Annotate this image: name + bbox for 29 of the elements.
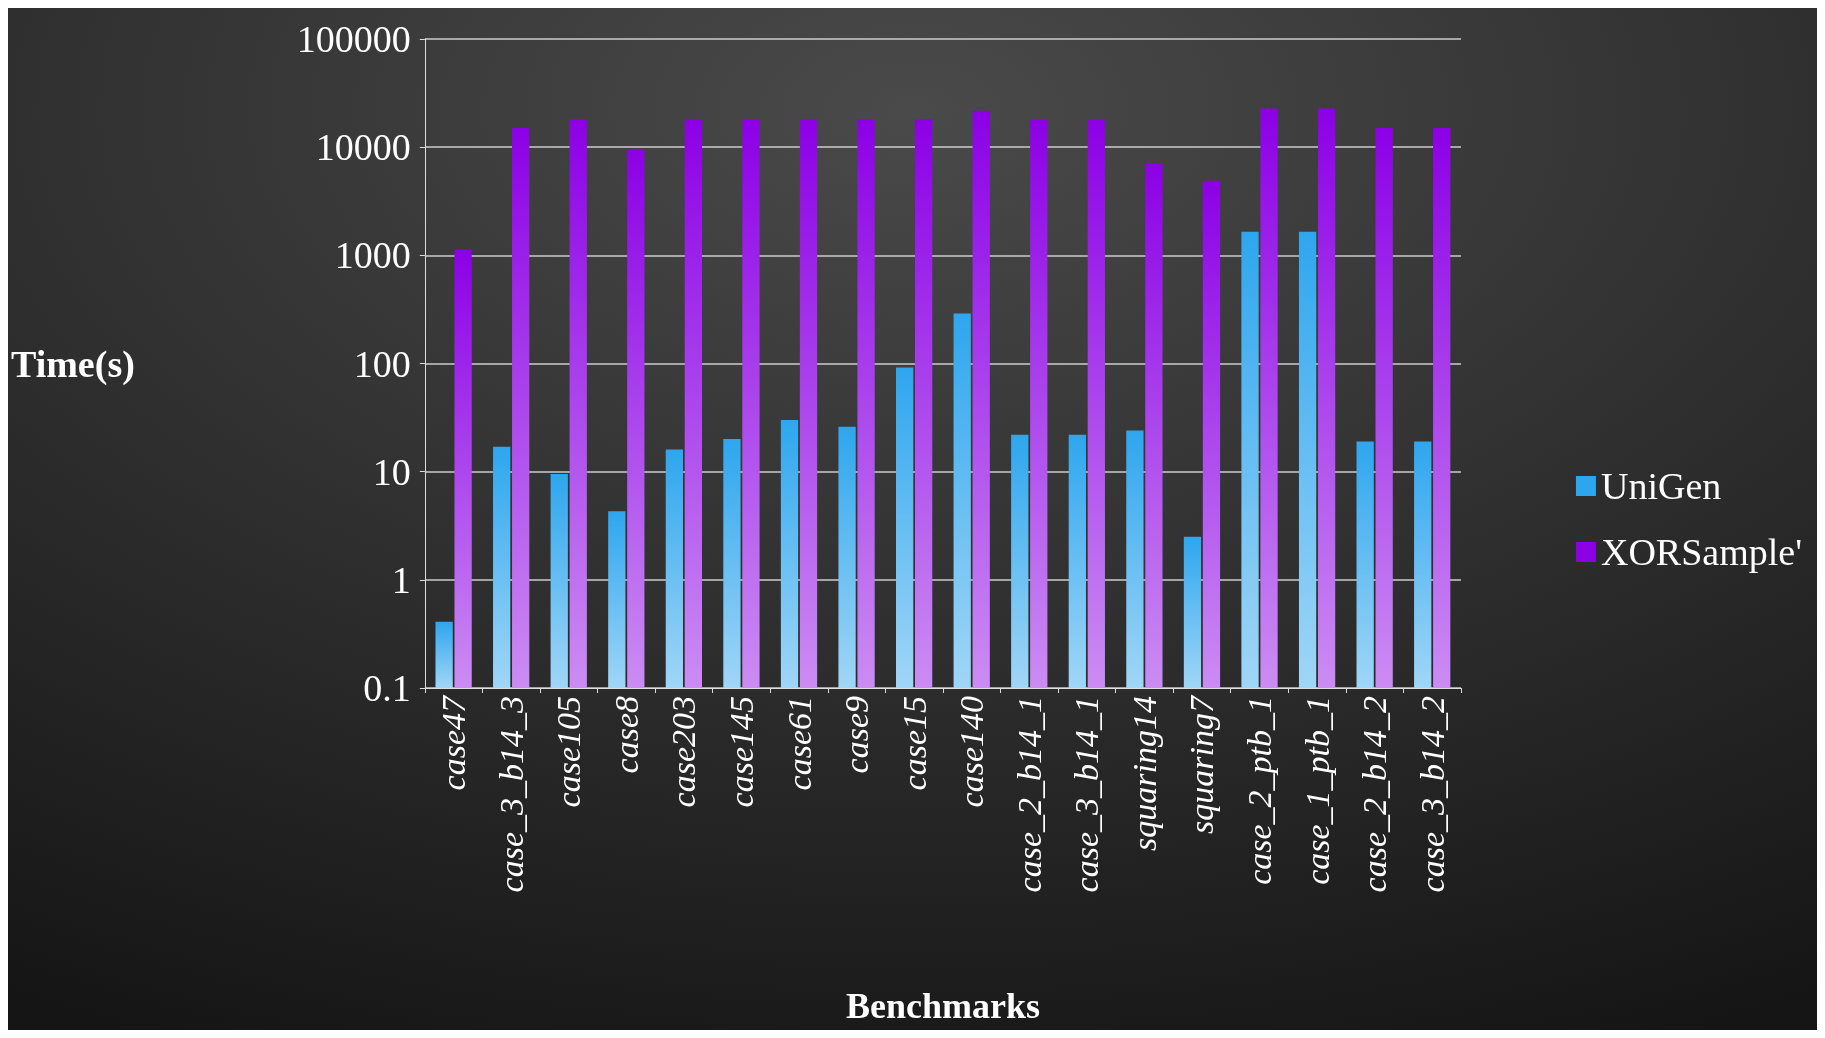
y-tick-label: 100 — [353, 342, 411, 385]
x-tick-label: case_3_b14_3 — [492, 696, 530, 893]
x-tick-label: case145 — [722, 696, 760, 808]
x-tick-label: case61 — [780, 696, 818, 791]
x-tick-label: case105 — [550, 696, 588, 808]
legend-label: UniGen — [1600, 465, 1722, 507]
legend-label: XORSample' — [1600, 531, 1802, 573]
x-tick-label: case47 — [435, 694, 473, 791]
x-tick-label: case15 — [895, 696, 933, 791]
x-tick-label: case_2_b14_2 — [1356, 696, 1394, 893]
x-tick-label: case140 — [953, 696, 991, 808]
y-tick-label: 1 — [391, 558, 411, 601]
y-tick-label: 10000 — [315, 126, 411, 169]
x-tick-label: case_2_ptb_1 — [1241, 696, 1279, 885]
x-tick-label: case_3_b14_2 — [1413, 696, 1451, 893]
x-tick-label: case8 — [607, 696, 645, 774]
x-axis-title: Benchmarks — [845, 986, 1040, 1026]
y-tick-label: 0.1 — [363, 667, 411, 709]
y-tick-label: 10 — [372, 450, 411, 493]
y-tick-label: 100000 — [296, 18, 411, 60]
y-tick-label: 1000 — [334, 234, 411, 277]
x-tick-label: case_3_b14_1 — [1068, 696, 1106, 893]
x-tick-label: case_1_ptb_1 — [1298, 696, 1336, 885]
x-tick-label: case203 — [665, 696, 703, 808]
x-tick-label: squaring14 — [1125, 696, 1163, 851]
x-tick-label: case_2_b14_1 — [1010, 696, 1048, 893]
x-tick-label: case9 — [838, 696, 876, 774]
y-axis-title: Time(s) — [10, 342, 135, 386]
x-tick-label: squaring7 — [1183, 694, 1221, 834]
